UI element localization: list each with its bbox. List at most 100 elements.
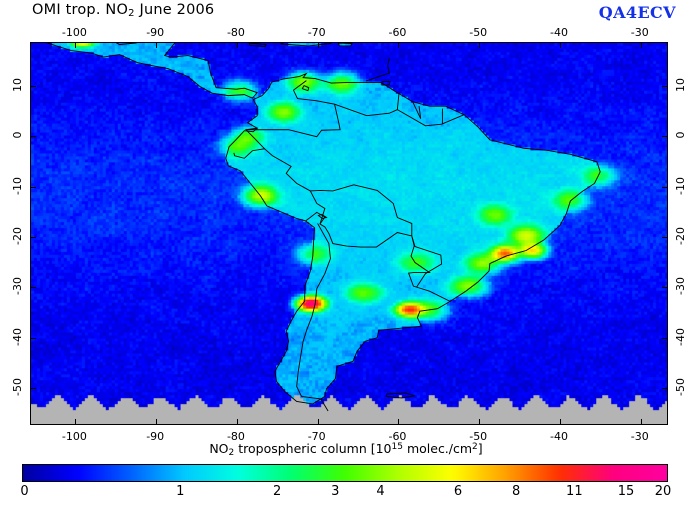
colorbar-tick-3: 3 [331,484,340,499]
y-tick [662,337,667,339]
colorbar-tick-labels: 0 1 2 3 4 6 8 11 15 20 [20,484,671,504]
coastline-path [386,393,415,398]
no2-heatmap-canvas [31,43,667,424]
colorbar-tick-11: 11 [566,484,583,499]
cb-cap-sup: 15 [391,442,403,452]
x-tick [156,419,158,424]
page-title: OMI trop. NO2 June 2006 [32,2,214,19]
coastline-path [226,74,600,404]
colorbar-tick-4: 4 [376,484,385,499]
y-tick-label-right: -50 [674,378,687,397]
x-tick [75,43,77,48]
x-tick-label-top: -60 [388,26,407,39]
coastline-path [302,86,308,91]
x-tick-label-bottom: -100 [61,430,87,443]
y-tick [662,186,667,188]
cb-cap-1: NO [209,441,229,456]
coastline-path [382,82,390,85]
x-tick [559,43,561,48]
y-tick [31,186,36,188]
y-tick-label-right: -10 [674,176,687,195]
title-main: OMI trop. NO [32,2,129,18]
coastline-path [413,102,421,119]
x-tick-label-bottom: -40 [549,430,568,443]
y-tick [662,136,667,138]
x-tick [317,419,319,424]
coastline-path [366,59,389,82]
x-tick [75,419,77,424]
x-tick-label-top: -30 [630,26,649,39]
x-tick [640,419,642,424]
x-tick [559,419,561,424]
x-tick-label-top: -80 [226,26,245,39]
y-tick-label-left: 10 [11,77,24,92]
y-tick-label-left: -50 [11,378,24,397]
coastline-overlay [31,43,667,424]
x-tick [640,43,642,48]
coastline-path [249,43,266,46]
coastline-path [234,149,310,191]
coastline-path [246,81,340,137]
y-tick [31,287,36,289]
qa4ecv-logo: QA4ECV [598,3,676,22]
x-tick-label-bottom: -60 [388,430,407,443]
x-tick [236,43,238,48]
y-tick [31,337,36,339]
x-tick [398,419,400,424]
title-subscript: 2 [128,8,135,19]
x-tick-label-bottom: -50 [469,430,488,443]
coastline-path [417,287,450,301]
x-tick-label-top: -40 [549,26,568,39]
colorbar-caption: NO2 tropospheric column [1015 molec./cm2… [209,441,482,458]
title-rest: June 2006 [134,2,215,18]
colorbar-tick-0: 0 [20,484,29,499]
y-tick [662,85,667,87]
coastline-path [310,185,411,236]
y-tick [31,388,36,390]
coastline-path [31,43,257,98]
y-tick-label-left: -10 [11,176,24,195]
cb-cap-4: ] [477,441,483,456]
x-tick [156,43,158,48]
x-tick-label-bottom: -70 [307,430,326,443]
x-tick [398,43,400,48]
y-tick-label-right: 10 [674,77,687,92]
x-tick-label-top: -50 [469,26,488,39]
coastline-path [297,223,331,411]
colorbar-tick-8: 8 [512,484,521,499]
y-tick-label-right: -40 [674,327,687,346]
x-tick-label-bottom: -90 [146,430,165,443]
coastline-path [339,43,353,46]
cb-cap-2: tropospheric column [10 [234,441,392,456]
y-tick [31,85,36,87]
cb-cap-sub: 2 [228,448,235,458]
cb-cap-sup2: 2 [472,442,478,452]
x-tick [479,419,481,424]
coastline-path [409,236,430,287]
coastline-path [306,212,442,287]
colorbar-tick-6: 6 [453,484,463,499]
colorbar-tick-20: 20 [654,484,672,499]
coastline-path [397,110,464,126]
x-tick [236,419,238,424]
colorbar [22,464,668,482]
coastline-path [335,89,399,116]
coastline-path [318,214,326,218]
y-tick [31,136,36,138]
y-tick-label-right: 0 [674,131,687,139]
x-tick [479,43,481,48]
y-tick [662,237,667,239]
y-tick-label-left: -20 [11,227,24,245]
cb-cap-3: molec./cm [402,441,473,456]
map-plot-area[interactable] [30,42,668,425]
x-tick-label-top: -90 [146,26,165,39]
y-tick-label-left: 0 [11,131,24,139]
y-tick [662,388,667,390]
x-tick-label-top: -70 [307,26,326,39]
x-tick-label-top: -100 [61,26,87,39]
x-tick [317,43,319,48]
colorbar-tick-2: 2 [273,484,282,499]
coastline-path [246,128,265,148]
y-tick [662,287,667,289]
